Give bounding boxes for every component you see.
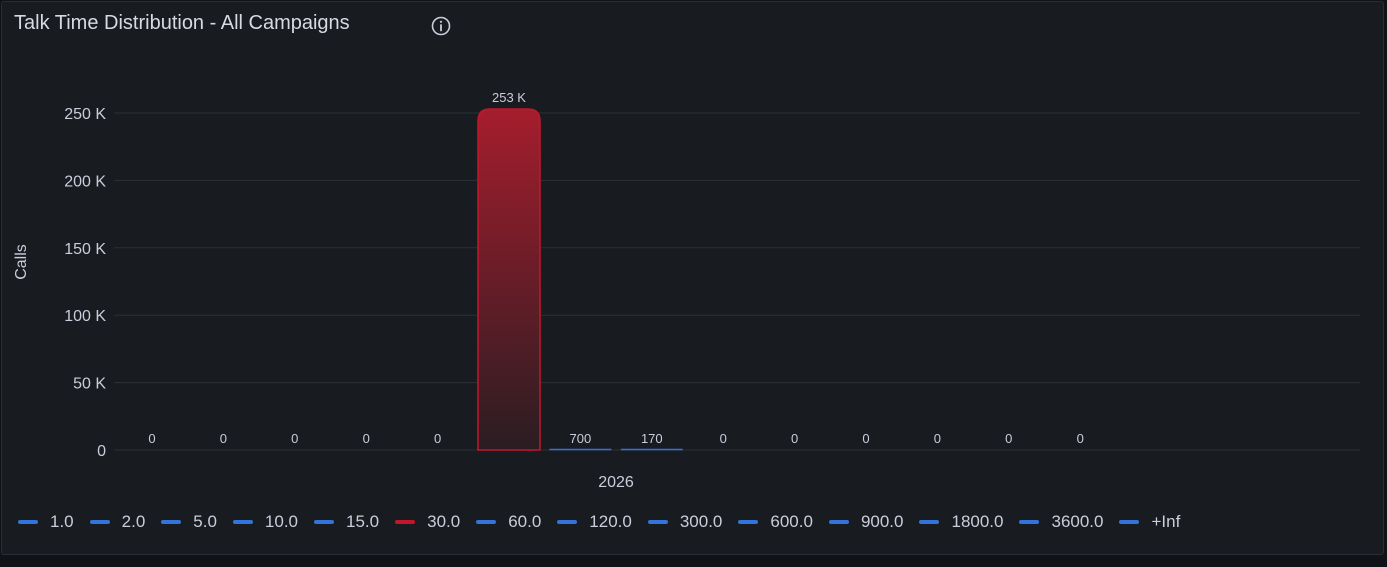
- legend-label: 10.0: [264, 512, 299, 531]
- legend-label: 30.0: [427, 512, 461, 531]
- legend-label: 2.0: [121, 512, 146, 531]
- data-label-30.0: 253 K: [492, 90, 526, 105]
- chart-plot: 0 50 K 100 K 150 K 200 K 250 K Calls 0 0 0 0 0 253…: [13, 90, 1360, 491]
- legend-label: +Inf: [1151, 512, 1181, 531]
- legend-swatch: [314, 520, 335, 524]
- legend-item-10.0[interactable]: 10.0: [232, 512, 299, 532]
- data-label-+Inf: 0: [1077, 431, 1084, 446]
- x-axis-tick: 2026: [598, 474, 634, 491]
- legend-swatch: [476, 520, 497, 524]
- legend-item-15.0[interactable]: 15.0: [314, 512, 379, 532]
- chart-panel: Talk Time Distribution - All Campaigns: [1, 1, 1384, 555]
- legend-swatch: [161, 520, 182, 524]
- legend-item-30.0[interactable]: 30.0: [395, 512, 460, 532]
- legend-item-1.0[interactable]: 1.0: [18, 512, 74, 532]
- y-tick-label: 150 K: [64, 241, 106, 258]
- legend-item-1800.0[interactable]: 1800.0: [919, 512, 1003, 532]
- data-label-2.0: 0: [220, 431, 227, 446]
- data-label-300.0: 0: [720, 431, 727, 446]
- y-axis-title: Calls: [13, 244, 30, 280]
- legend-swatch: [1119, 520, 1140, 524]
- legend-label: 120.0: [589, 512, 632, 531]
- legend-label: 1800.0: [951, 512, 1004, 531]
- legend-item-60.0[interactable]: 60.0: [476, 512, 541, 532]
- data-label-1.0: 0: [148, 431, 155, 446]
- legend-swatch: [919, 520, 940, 524]
- data-label-15.0: 0: [434, 431, 441, 446]
- legend-item-300.0[interactable]: 300.0: [647, 512, 723, 532]
- bar-30.0[interactable]: [477, 108, 541, 451]
- legend-item-600.0[interactable]: 600.0: [738, 512, 813, 532]
- legend-label: 60.0: [508, 512, 542, 531]
- legend-swatch: [1019, 520, 1040, 524]
- y-tick-label: 250 K: [64, 106, 106, 123]
- y-tick-label: 100 K: [64, 308, 106, 325]
- legend-swatch: [647, 520, 668, 524]
- legend-swatch: [828, 520, 849, 524]
- data-label-900.0: 0: [862, 431, 869, 446]
- legend-swatch: [738, 520, 759, 524]
- info-icon[interactable]: [430, 15, 452, 37]
- legend-item-2.0[interactable]: 2.0: [89, 512, 146, 532]
- data-label-600.0: 0: [791, 431, 798, 446]
- y-tick-label: 200 K: [64, 173, 106, 190]
- legend-item-5.0[interactable]: 5.0: [161, 512, 217, 532]
- legend-label: 300.0: [679, 512, 723, 531]
- legend-label: 600.0: [770, 512, 813, 531]
- legend-swatch: [557, 520, 578, 524]
- legend: 1.0 2.0 5.0 10.0 15.0 30.0 60.0 120.0 300.0 600.0…: [18, 511, 1196, 533]
- data-label-3600.0: 0: [1005, 431, 1012, 446]
- y-tick-label: 50 K: [73, 376, 106, 393]
- data-label-60.0: 700: [570, 431, 592, 446]
- y-axis-ticks: 0 50 K 100 K 150 K 200 K 250 K: [64, 106, 106, 460]
- bars: [477, 108, 683, 451]
- legend-swatch: [18, 520, 38, 524]
- legend-label: 3600.0: [1051, 512, 1104, 531]
- data-label-10.0: 0: [363, 431, 370, 446]
- legend-label: 1.0: [50, 512, 74, 531]
- data-labels: 0 0 0 0 0 253 K 700 170 0 0 0 0 0 0: [148, 90, 1083, 446]
- legend-item-3600.0[interactable]: 3600.0: [1019, 512, 1103, 532]
- data-label-5.0: 0: [291, 431, 298, 446]
- legend-label: 15.0: [346, 512, 380, 531]
- legend-swatch: [395, 520, 416, 524]
- legend-item-900.0[interactable]: 900.0: [828, 512, 904, 532]
- legend-swatch: [232, 520, 253, 524]
- data-label-120.0: 170: [641, 431, 663, 446]
- grid-lines: [114, 112, 1360, 451]
- legend-item-120.0[interactable]: 120.0: [557, 512, 632, 532]
- data-label-1800.0: 0: [934, 431, 941, 446]
- legend-label: 900.0: [860, 512, 904, 531]
- y-tick-label: 0: [97, 443, 106, 460]
- legend-item-+Inf[interactable]: +Inf: [1119, 512, 1180, 532]
- legend-swatch: [89, 520, 110, 524]
- panel-title: Talk Time Distribution - All Campaigns: [14, 12, 350, 34]
- legend-label: 5.0: [193, 512, 217, 531]
